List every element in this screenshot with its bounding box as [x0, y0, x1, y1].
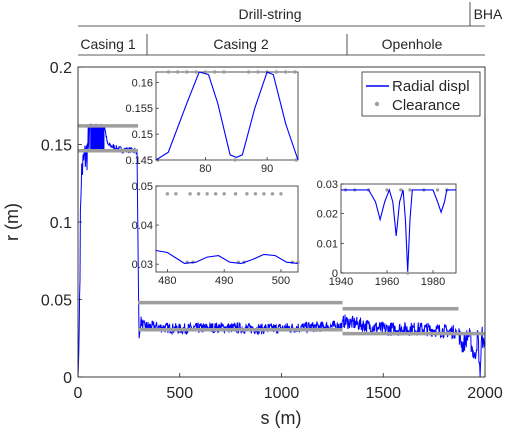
inset-x-tick-label: 80: [199, 163, 211, 175]
inset-clearance-point: [196, 192, 201, 196]
y-tick-label: 0.15: [41, 138, 72, 155]
inset-box: [155, 71, 299, 161]
inset-x-tick-label: 1940: [329, 276, 353, 288]
x-tick-label: 0: [74, 385, 83, 402]
inset-clearance-point: [406, 271, 410, 275]
inset-clearance-point: [165, 192, 170, 196]
y-tick-label: 0: [63, 370, 72, 387]
inset-x-tick-label: 500: [272, 275, 290, 287]
section-label-casing-1: Casing 1: [80, 36, 135, 52]
section-label-drill-string: Drill-string: [239, 6, 302, 22]
inset-clearance-point: [166, 70, 171, 74]
inset-clearance-point: [175, 70, 180, 74]
inset-clearance-point: [185, 70, 189, 74]
inset-y-tick-label: 0.145: [125, 155, 153, 167]
inset-clearance-point: [174, 192, 178, 196]
inset-clearance-point: [203, 70, 208, 74]
inset-clearance-point: [188, 192, 192, 196]
inset-y-tick-label: 0.16: [132, 77, 153, 89]
inset-clearance-point: [279, 192, 283, 196]
x-tick-label: 1000: [264, 385, 300, 402]
legend-swatch-clearance: [374, 101, 380, 107]
inset-clearance-point: [408, 188, 412, 192]
inset-y-tick-label: 0.15: [132, 129, 153, 141]
inset-clearance-point: [262, 192, 266, 196]
inset-3: 1940 1960 1980 0 0.01 0.02 0.03: [317, 179, 457, 288]
inset-y-tick-label: 0: [332, 268, 338, 280]
y-axis-label: r (m): [2, 203, 22, 241]
inset-radial-displacement: [155, 71, 299, 161]
inset-clearance-point: [385, 188, 389, 192]
inset-clearance-point: [253, 192, 258, 196]
section-headers: Drill-string BHA Casing 1 Casing 2 Openh…: [78, 2, 503, 56]
main-plot-area: [78, 123, 485, 377]
legend-entry-clearance: Clearance: [392, 97, 460, 114]
inset-x-tick-label: 480: [158, 275, 176, 287]
inset-y-tick-label: 0.04: [132, 220, 153, 232]
inset-1: 80 90 0.145 0.15 0.155 0.16: [125, 70, 299, 175]
inset-x-tick-label: 1960: [375, 276, 399, 288]
y-tick-label: 0.05: [41, 293, 72, 310]
inset-y-tick-label: 0.03: [317, 179, 338, 191]
inset-clearance-point: [233, 192, 238, 196]
y-tick-label: 0.2: [50, 60, 72, 77]
inset-clearance-point: [274, 70, 279, 74]
inset-clearance-point: [270, 192, 275, 196]
inset-y-tick-label: 0.05: [132, 181, 153, 193]
inset-clearance-point: [294, 158, 298, 162]
inset-clearance-point: [246, 70, 251, 74]
x-tick-label: 1500: [365, 385, 401, 402]
inset-x-tick-label: 490: [215, 275, 233, 287]
inset-y-tick-label: 0.02: [317, 209, 338, 221]
inset-y-tick-label: 0.155: [125, 103, 153, 115]
inset-box: [340, 183, 457, 274]
inset-clearance-point: [233, 158, 237, 162]
inset-y-tick-label: 0.03: [132, 259, 153, 271]
section-label-casing-2: Casing 2: [213, 36, 268, 52]
inset-box: [155, 185, 299, 273]
section-label-bha: BHA: [474, 6, 503, 22]
inset-clearance-point: [213, 192, 218, 196]
x-tick-label: 500: [166, 385, 193, 402]
inset-clearance-point: [245, 192, 249, 196]
x-tick-label: 2000: [467, 385, 503, 402]
main-axis-ticks: 0 500 1000 1500 2000 0 0.05 0.1 0.15 0.2: [41, 60, 503, 402]
section-label-openhole: Openhole: [382, 36, 443, 52]
inset-clearance-point: [293, 70, 297, 74]
inset-clearance-point: [222, 70, 226, 74]
inset-clearance-point: [435, 188, 440, 192]
x-axis-label: s (m): [261, 408, 302, 428]
inset-y-tick-label: 0.01: [317, 238, 338, 250]
inset-clearance-point: [222, 192, 226, 196]
inset-clearance-point: [212, 70, 217, 74]
legend-entry-radial: Radial displ: [392, 78, 470, 95]
legend: Radial displ Clearance: [361, 71, 481, 117]
inset-2: 480 490 500 0.03 0.04 0.05: [132, 181, 300, 287]
legend-box: [361, 71, 481, 117]
inset-clearance-point: [283, 70, 288, 74]
insets: 80 90 0.145 0.15 0.155 0.16 480 490 500 0.03 0.04 0…: [125, 70, 457, 288]
inset-x-tick-label: 1980: [421, 276, 445, 288]
inset-radial-displacement: [341, 188, 456, 272]
inset-x-tick-label: 90: [261, 163, 273, 175]
inset-radial-displacement: [155, 249, 299, 264]
inset-clearance-point: [205, 192, 209, 196]
y-tick-label: 0.1: [50, 215, 72, 232]
inset-clearance-point: [256, 70, 260, 74]
inset-clearance-point: [399, 188, 403, 192]
inset-clearance-point: [194, 70, 198, 74]
